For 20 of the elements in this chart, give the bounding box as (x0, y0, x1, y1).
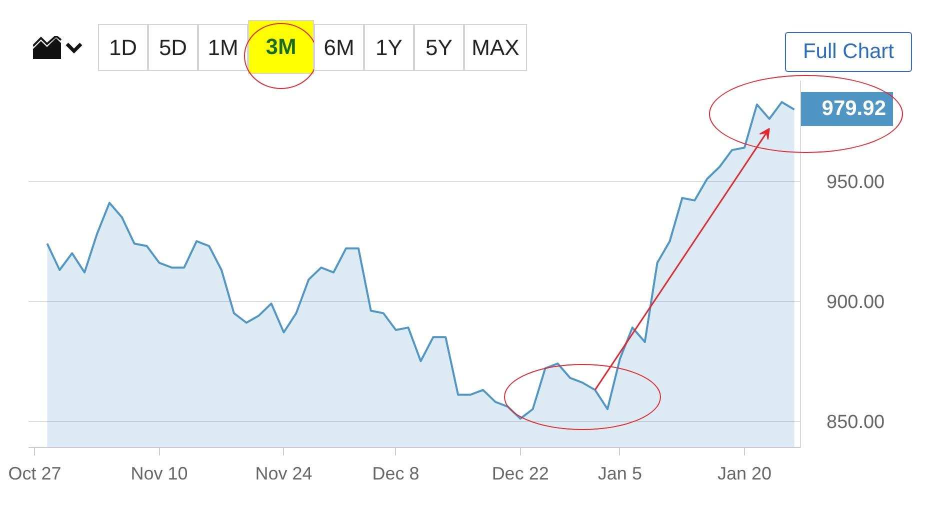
text: 1D (108, 34, 138, 62)
x-tick-label: Dec 22 (492, 464, 549, 484)
x-tick-label: Nov 24 (255, 464, 312, 484)
y-tick-label: 950.00 (826, 172, 885, 194)
text: 979.92 (822, 96, 886, 122)
y-tick-label: 900.00 (826, 292, 885, 314)
x-tick-label: Nov 10 (130, 464, 188, 484)
text: 6M (324, 34, 354, 62)
x-tick-label: Oct 27 (8, 464, 62, 484)
text: 1M (208, 34, 238, 62)
text: 5Y (426, 34, 452, 62)
y-tick-label: 850.00 (826, 412, 885, 434)
text: 5D (158, 34, 188, 62)
text: MAX (472, 34, 520, 62)
x-tick-label: Dec 8 (372, 464, 420, 484)
x-tick-label: Jan 20 (717, 464, 772, 484)
x-tick-label: Jan 5 (598, 464, 642, 484)
text: 3M (266, 33, 296, 62)
text: 1Y (376, 34, 402, 62)
text: Full Chart (802, 39, 894, 65)
